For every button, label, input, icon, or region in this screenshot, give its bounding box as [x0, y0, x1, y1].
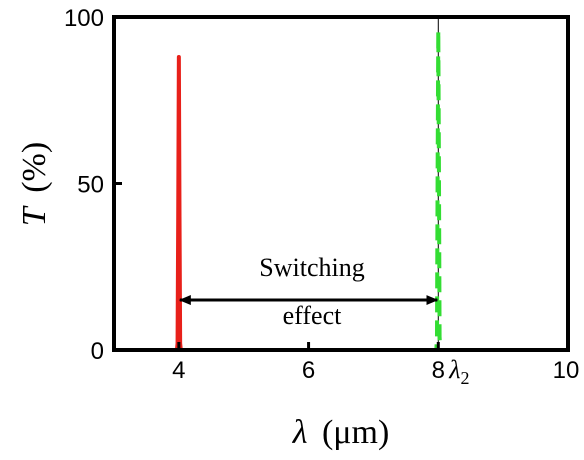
lambda2-symbol: λ	[448, 355, 460, 384]
lambda2-subscript: 2	[461, 368, 470, 388]
x-axis-label-unit: (μm)	[322, 414, 389, 451]
x-axis-label-symbol: λ	[292, 414, 308, 451]
series-layer	[114, 17, 568, 350]
y-tick-label: 100	[64, 5, 104, 32]
y-axis-ticks: 0 50 100	[64, 5, 122, 365]
x-axis-ticks: 4 6 8 10	[172, 342, 579, 384]
series-line-0	[114, 54, 568, 350]
x-axis-label: λ (μm)	[292, 414, 390, 451]
svg-text:T (%): T (%)	[16, 142, 53, 226]
y-axis-label-unit: (%)	[16, 142, 53, 193]
x-tick-label: 4	[172, 357, 185, 384]
x-tick-label: 6	[302, 357, 315, 384]
y-tick-label: 50	[77, 172, 104, 199]
x-tick-label: 8	[432, 357, 445, 384]
switching-label-line1: Switching	[259, 253, 364, 282]
switching-label-line2: effect	[283, 301, 342, 330]
lambda2-label: λ2	[448, 355, 469, 388]
x-tick-label: 10	[553, 357, 580, 384]
y-axis-label-symbol: T	[16, 205, 53, 226]
y-axis-label: T (%)	[16, 142, 53, 226]
y-tick-label: 0	[91, 338, 104, 365]
series-line-3	[114, 28, 568, 350]
